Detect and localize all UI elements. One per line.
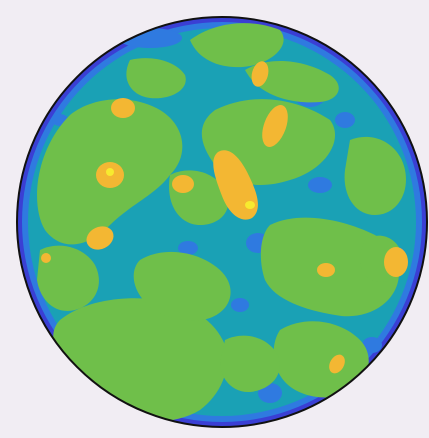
contour-fill-layer [17, 17, 427, 427]
contour-orange-peaks [41, 61, 408, 374]
contour-yellow-peaks [106, 168, 255, 209]
disc-outline [16, 16, 428, 428]
